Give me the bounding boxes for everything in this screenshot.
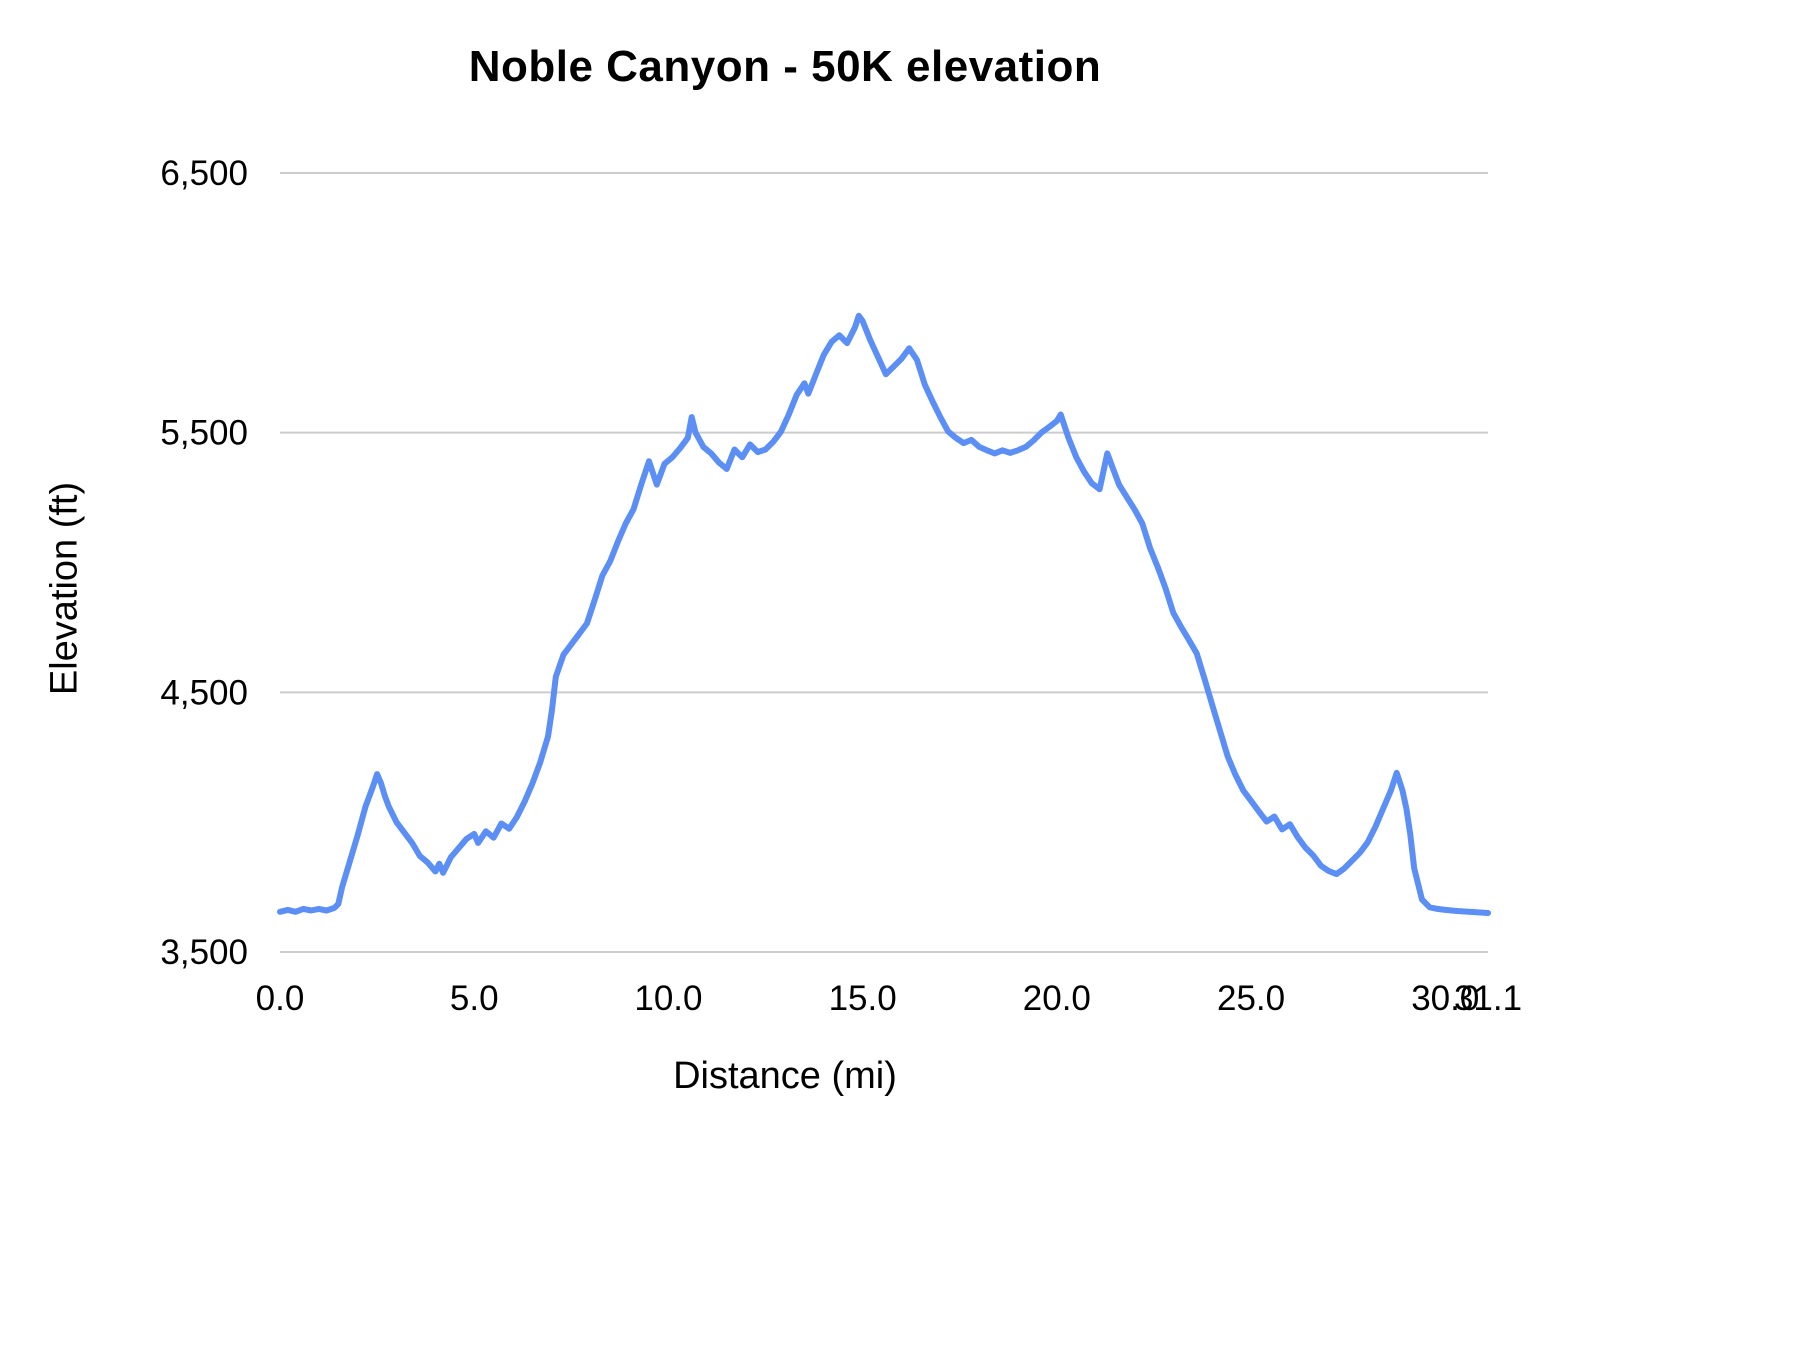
y-tick-label: 5,500 — [160, 414, 248, 453]
x-tick-label: 25.0 — [1217, 979, 1285, 1018]
x-tick-label: 5.0 — [450, 979, 499, 1018]
x-tick-label: 0.0 — [256, 979, 305, 1018]
y-tick-label: 4,500 — [160, 673, 248, 712]
x-tick-label: 10.0 — [634, 979, 702, 1018]
x-tick-label: 15.0 — [829, 979, 897, 1018]
x-tick-label: 30.0 — [1411, 979, 1479, 1018]
x-tick-label: 20.0 — [1023, 979, 1091, 1018]
elevation-line — [277, 312, 1491, 916]
y-tick-label: 6,500 — [160, 154, 248, 193]
x-axis-title: Distance (mi) — [673, 1055, 897, 1097]
chart-title: Noble Canyon - 50K elevation — [468, 42, 1102, 91]
y-tick-label: 3,500 — [160, 933, 248, 972]
x-tick-label: 31.1 — [1454, 979, 1522, 1018]
y-axis-title: Elevation (ft) — [43, 481, 86, 696]
